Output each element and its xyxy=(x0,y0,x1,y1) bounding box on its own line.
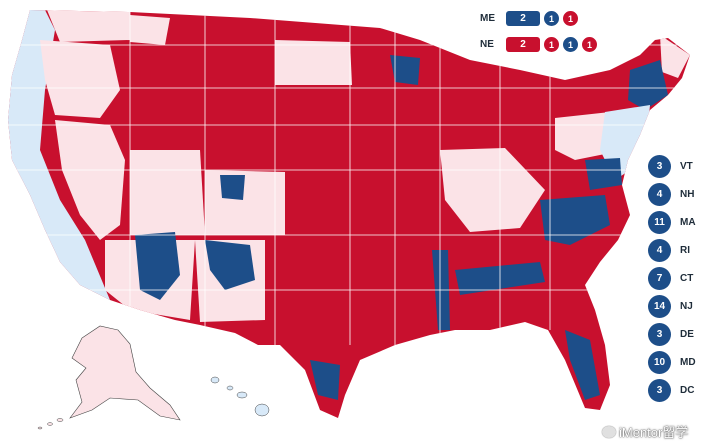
ev-row-nh: 4 NH xyxy=(648,180,696,208)
district-vote-dot: 1 xyxy=(582,37,597,52)
ev-count-badge: 11 xyxy=(648,210,671,234)
maine-lean-rep xyxy=(660,35,690,78)
ev-row-md: 10 MD xyxy=(648,348,696,376)
oregon-lean-rep xyxy=(40,40,120,118)
new-england-dem xyxy=(628,60,668,110)
nevada-lean-rep xyxy=(55,120,125,240)
ev-count-badge: 4 xyxy=(648,182,671,206)
colorado-lean-rep xyxy=(205,170,285,235)
ev-row-dc: 3 DC xyxy=(648,376,696,404)
hawaii xyxy=(210,376,270,417)
southwest-dem-cluster xyxy=(135,232,180,300)
district-vote-dot: 1 xyxy=(563,11,578,26)
ev-row-de: 3 DE xyxy=(648,320,696,348)
weibo-icon xyxy=(602,425,616,438)
split-row-me: ME 2 1 1 xyxy=(480,11,578,26)
state-abbr: NJ xyxy=(680,300,693,312)
state-abbr: CT xyxy=(680,272,694,284)
state-abbr: MA xyxy=(680,216,696,228)
district-vote-dot: 1 xyxy=(544,11,559,26)
split-row-ne: NE 2 1 1 1 xyxy=(480,37,597,52)
virginia-dem-cluster xyxy=(585,158,622,190)
ev-row-ma: 11 MA xyxy=(648,208,696,236)
north-dakota-lean-rep xyxy=(275,40,352,85)
ev-count-badge: 3 xyxy=(648,378,671,402)
state-abbr: DE xyxy=(680,328,694,340)
statewide-vote-pill: 2 xyxy=(506,37,540,52)
carolina-dem-cluster xyxy=(540,195,610,245)
ev-row-nj: 14 NJ xyxy=(648,292,696,320)
state-abbr: MD xyxy=(680,356,696,368)
watermark-text: iMentor留学 xyxy=(619,425,689,440)
new-mexico-dem-cluster xyxy=(205,240,255,290)
state-abbr: RI xyxy=(680,244,690,256)
florida-dem-cluster xyxy=(565,330,600,400)
washington-lean-rep xyxy=(45,10,130,42)
ev-count-badge: 3 xyxy=(648,154,671,178)
state-borders xyxy=(0,0,711,345)
ev-count-badge: 10 xyxy=(648,350,671,374)
ev-count-badge: 3 xyxy=(648,322,671,346)
ev-count-badge: 7 xyxy=(648,266,671,290)
watermark: iMentor留学 xyxy=(602,422,688,441)
state-abbr: VT xyxy=(680,160,693,172)
texas-border-dem xyxy=(310,360,340,400)
aleutian-islands xyxy=(37,418,64,430)
district-vote-dot: 1 xyxy=(563,37,578,52)
contiguous-us xyxy=(0,0,711,418)
kentucky-lean-rep xyxy=(440,148,545,232)
district-vote-dot: 1 xyxy=(544,37,559,52)
colorado-dem-cluster xyxy=(220,175,245,200)
state-abbr: NH xyxy=(680,188,695,200)
ev-row-ct: 7 CT xyxy=(648,264,696,292)
montana-lean-rep xyxy=(130,15,170,45)
statewide-vote-pill: 2 xyxy=(506,11,540,26)
ev-row-ri: 4 RI xyxy=(648,236,696,264)
alaska xyxy=(69,325,181,421)
ev-count-badge: 4 xyxy=(648,238,671,262)
utah-lean-rep xyxy=(130,150,205,235)
ev-count-badge: 14 xyxy=(648,294,671,318)
state-abbr: DC xyxy=(680,384,695,396)
state-label-me: ME xyxy=(480,13,495,24)
small-states-legend: 3 VT 4 NH 11 MA 4 RI 7 CT 14 NJ 3 DE 10 … xyxy=(648,152,696,404)
state-label-ne: NE xyxy=(480,39,494,50)
ev-row-vt: 3 VT xyxy=(648,152,696,180)
great-lakes-dem-cluster xyxy=(390,55,420,85)
